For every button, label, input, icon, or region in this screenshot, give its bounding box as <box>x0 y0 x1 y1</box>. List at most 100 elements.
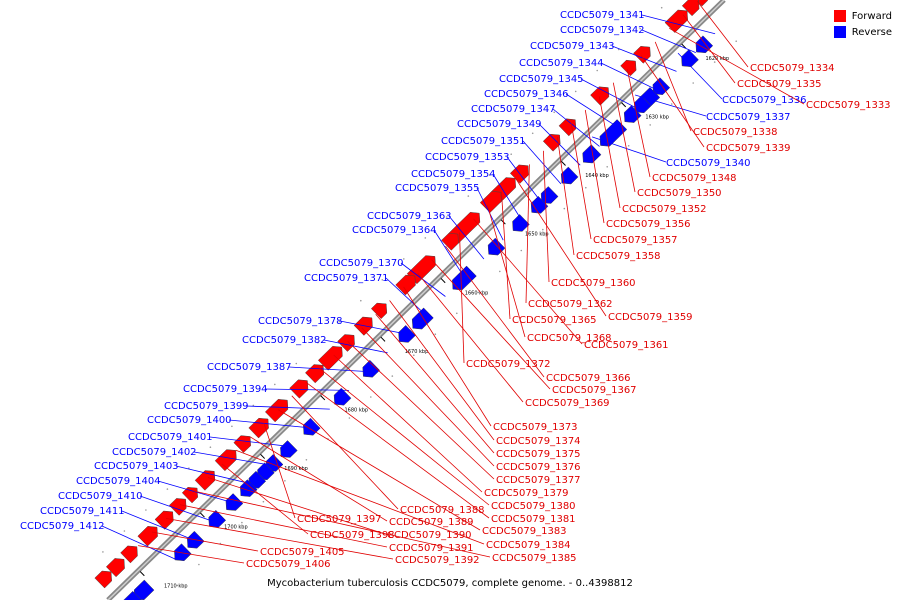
forward-gene <box>620 59 637 77</box>
forward-gene <box>94 570 112 589</box>
reverse-gene-label: CCDC5079_1400 <box>147 415 232 426</box>
legend-forward-label: Forward <box>851 10 892 22</box>
forward-leader-line <box>626 69 651 178</box>
reverse-gene-label: CCDC5079_1410 <box>58 491 143 502</box>
reverse-gene <box>174 543 192 562</box>
reverse-gene-label: CCDC5079_1412 <box>20 521 105 532</box>
legend-reverse-label: Reverse <box>851 26 892 38</box>
forward-leader-line <box>654 41 692 132</box>
reverse-leader-line <box>101 525 176 560</box>
reverse-leader-line <box>538 123 581 166</box>
track-dot <box>434 333 437 336</box>
reverse-gene <box>652 77 671 95</box>
reverse-leader-line <box>552 108 600 147</box>
reverse-leader-line <box>121 510 196 541</box>
forward-leader-line <box>375 313 495 454</box>
track-dot <box>446 216 448 218</box>
scale-label: 1650 kbp <box>525 232 549 238</box>
reverse-leader-line <box>228 419 311 429</box>
forward-gene-label: CCDC5079_1368 <box>527 333 612 344</box>
scale-tick <box>560 160 566 166</box>
forward-leader-line <box>598 96 621 209</box>
reverse-gene <box>280 440 298 458</box>
track-dot <box>553 111 555 114</box>
scale-tick <box>681 43 687 49</box>
reverse-gene-label: CCDC5079_1411 <box>40 506 125 517</box>
reverse-gene <box>303 417 321 436</box>
forward-gene-label: CCDC5079_1392 <box>395 555 480 566</box>
forward-gene-label: CCDC5079_1357 <box>593 235 678 246</box>
track-dot <box>295 362 298 365</box>
reverse-leader-line <box>288 366 369 372</box>
forward-gene <box>264 399 289 423</box>
track-dot <box>231 425 233 428</box>
reverse-gene-label: CCDC5079_1355 <box>395 183 480 194</box>
reverse-gene-label: CCDC5079_1340 <box>666 158 751 169</box>
reverse-gene-label: CCDC5079_1404 <box>76 476 161 487</box>
scale-tick <box>621 102 627 108</box>
forward-leader-line <box>221 463 309 535</box>
forward-gene-label: CCDC5079_1383 <box>482 526 567 537</box>
track-dot <box>520 249 523 252</box>
forward-gene-label: CCDC5079_1367 <box>552 385 637 396</box>
forward-gene-label: CCDC5079_1356 <box>606 219 691 230</box>
forward-gene <box>137 526 158 547</box>
forward-gene-label: CCDC5079_1390 <box>387 530 472 541</box>
track-dot <box>735 40 737 42</box>
reverse-leader-line <box>580 78 639 110</box>
track-dot <box>166 488 169 490</box>
reverse-gene <box>560 166 579 185</box>
forward-gene-label: CCDC5079_1359 <box>608 312 693 323</box>
forward-gene <box>214 449 237 472</box>
reverse-gene-label: CCDC5079_1349 <box>457 119 542 130</box>
track-dot <box>241 521 243 524</box>
reverse-gene-label: CCDC5079_1403 <box>94 461 179 472</box>
reverse-swatch <box>833 26 846 38</box>
forward-leader-line <box>333 354 483 493</box>
forward-leader-line <box>403 286 492 427</box>
forward-leader-line <box>570 123 592 240</box>
forward-gene-label: CCDC5079_1406 <box>246 559 331 570</box>
figure-caption: Mycobacterium tuberculosis CCDC5079, com… <box>267 578 633 589</box>
forward-gene <box>353 316 373 336</box>
forward-leader-line <box>179 504 388 548</box>
legend-forward: Forward <box>833 8 892 24</box>
scale-label: 1670 kbp <box>405 349 429 355</box>
forward-leader-line <box>445 245 545 378</box>
reverse-gene-label: CCDC5079_1345 <box>499 74 584 85</box>
scale-tick <box>139 571 145 577</box>
forward-leader-line <box>557 137 575 256</box>
forward-gene-label: CCDC5079_1360 <box>551 278 636 289</box>
track-dot <box>670 103 673 105</box>
forward-gene <box>168 498 187 516</box>
track-dot <box>692 82 694 84</box>
reverse-gene <box>540 186 559 204</box>
forward-leader-line <box>682 14 736 84</box>
legend: Forward Reverse <box>833 8 892 40</box>
forward-leader-line <box>361 327 495 467</box>
track-dot <box>510 153 512 155</box>
forward-gene-label: CCDC5079_1352 <box>622 204 707 215</box>
forward-leader-line <box>151 531 259 552</box>
reverse-leader-line <box>433 229 465 279</box>
scale-label: 1630 kbp <box>645 115 669 121</box>
reverse-leader-line <box>641 29 696 53</box>
reverse-gene <box>123 590 142 600</box>
track-dot <box>317 341 319 344</box>
reverse-gene-label: CCDC5079_1399 <box>164 401 249 412</box>
reverse-gene <box>623 105 642 123</box>
reverse-leader-line <box>641 14 716 35</box>
forward-gene-label: CCDC5079_1362 <box>528 299 613 310</box>
forward-gene-label: CCDC5079_1388 <box>400 505 485 516</box>
legend-reverse: Reverse <box>833 24 892 40</box>
forward-gene <box>664 9 688 33</box>
forward-gene-label: CCDC5079_1369 <box>525 398 610 409</box>
reverse-leader-line <box>565 93 619 129</box>
forward-gene-label: CCDC5079_1398 <box>310 530 395 541</box>
forward-gene-label: CCDC5079_1372 <box>466 359 551 370</box>
scale-tick <box>440 278 446 284</box>
track-dot <box>370 396 372 398</box>
forward-gene <box>370 302 388 320</box>
forward-leader-line <box>431 259 551 390</box>
